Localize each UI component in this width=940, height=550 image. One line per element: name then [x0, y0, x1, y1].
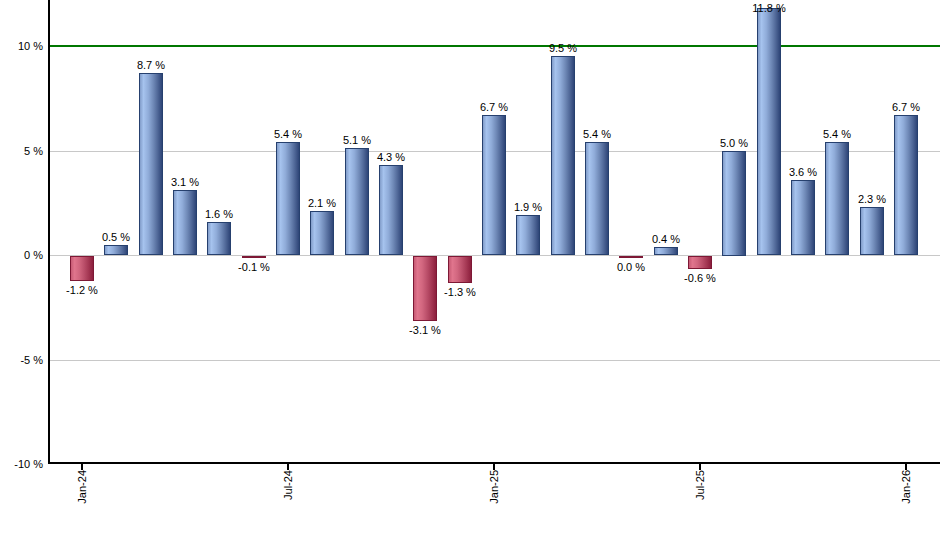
x-axis-tick-label: Jan-25 [488, 470, 500, 514]
x-axis-tick-label: Jan-24 [76, 470, 88, 514]
bar-value-label: 11.8 % [752, 2, 785, 15]
bar-value-label: 0.0 % [617, 261, 645, 274]
monthly-returns-bar-chart: 10 % 5 % 0 % -5 % -10 % -1.2 % 0.5 % 8.7 % 3.1 %… [0, 0, 940, 550]
y-axis-tick-label: -10 % [3, 457, 43, 471]
bar-value-label: 5.4 % [583, 128, 611, 141]
bar-value-label: -3.1 % [409, 324, 441, 337]
bar-value-label: 6.7 % [892, 101, 920, 114]
x-axis-tick-label: Jan-26 [900, 470, 912, 514]
bar-4[interactable] [173, 190, 197, 255]
bar-17[interactable] [619, 256, 643, 258]
bar-value-label: 2.3 % [858, 193, 886, 206]
bar-value-label: 1.6 % [205, 208, 233, 221]
bar-value-label: -0.1 % [238, 261, 270, 274]
bar-value-label: 5.0 % [720, 137, 748, 150]
bar-9[interactable] [345, 148, 369, 255]
bar-value-label: 3.6 % [789, 166, 817, 179]
bar-11[interactable] [413, 256, 437, 321]
bar-5[interactable] [207, 222, 231, 255]
bar-8[interactable] [310, 211, 334, 255]
bar-22[interactable] [791, 180, 815, 255]
bar-value-label: -0.6 % [684, 272, 716, 285]
x-axis-tick-label: Jul-25 [694, 470, 706, 514]
y-axis-tick-label: 5 % [3, 144, 43, 158]
plot-area: 10 % 5 % 0 % -5 % -10 % -1.2 % 0.5 % 8.7 % 3.1 %… [0, 0, 940, 550]
bar-12[interactable] [448, 256, 472, 283]
y-axis-tick-label: 10 % [3, 39, 43, 53]
y-axis-line [48, 0, 50, 464]
bar-24[interactable] [860, 207, 884, 255]
bar-14[interactable] [516, 215, 540, 255]
bar-value-label: 5.4 % [274, 128, 302, 141]
y-gridline [49, 255, 940, 256]
bar-value-label: 1.9 % [514, 201, 542, 214]
threshold-line-10pct [49, 45, 940, 47]
bar-2[interactable] [104, 245, 128, 255]
x-axis-tick-label: Jul-24 [282, 470, 294, 514]
bar-6[interactable] [242, 256, 266, 258]
bar-value-label: 8.7 % [137, 59, 165, 72]
bar-18[interactable] [654, 247, 678, 255]
bar-value-label: 9.5 % [549, 42, 577, 55]
bar-value-label: 0.5 % [102, 231, 130, 244]
bar-21[interactable] [757, 8, 781, 255]
bar-value-label: -1.2 % [66, 284, 98, 297]
bar-25[interactable] [894, 115, 918, 255]
bar-value-label: 4.3 % [377, 151, 405, 164]
y-axis-tick-label: 0 % [3, 248, 43, 262]
bar-value-label: 6.7 % [480, 101, 508, 114]
bar-value-label: 5.1 % [343, 134, 371, 147]
bar-19[interactable] [688, 256, 712, 269]
y-gridline [49, 360, 940, 361]
bar-16[interactable] [585, 142, 609, 255]
bar-1[interactable] [70, 256, 94, 281]
bar-20[interactable] [722, 151, 746, 256]
bar-23[interactable] [825, 142, 849, 255]
bar-value-label: 5.4 % [823, 128, 851, 141]
bar-3[interactable] [139, 73, 163, 255]
bar-value-label: -1.3 % [444, 286, 476, 299]
bar-value-label: 3.1 % [171, 176, 199, 189]
bar-7[interactable] [276, 142, 300, 255]
bar-10[interactable] [379, 165, 403, 255]
bar-13[interactable] [482, 115, 506, 255]
bar-value-label: 2.1 % [308, 197, 336, 210]
bar-value-label: 0.4 % [652, 233, 680, 246]
bar-15[interactable] [551, 56, 575, 255]
y-axis-tick-label: -5 % [3, 353, 43, 367]
